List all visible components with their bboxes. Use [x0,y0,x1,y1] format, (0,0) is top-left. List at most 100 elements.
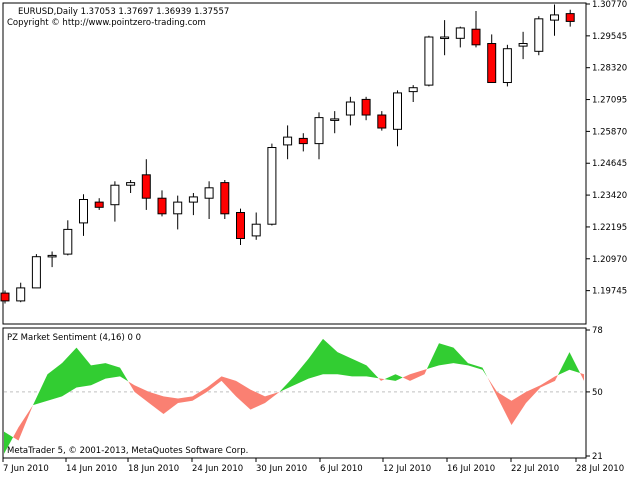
candle [47,251,57,268]
price-tick-label: 1.23420 [592,191,627,201]
sentiment-area-down [250,389,265,410]
candle-body-bull [188,196,198,203]
time-tick-label: 14 Jun 2010 [66,464,117,474]
candle [502,44,512,87]
candle [361,96,371,121]
time-tick-label: 16 Jul 2010 [447,464,495,474]
candle-body-bull [534,18,544,52]
time-tick-label: 12 Jul 2010 [383,464,431,474]
price-tick-label: 1.25870 [592,127,627,137]
symbol-info: EURUSD,Daily 1.37053 1.37697 1.36939 1.3… [18,7,229,17]
sentiment-area-down [497,391,512,426]
price-tick-label: 1.27095 [592,96,627,106]
candle [471,11,481,48]
candle [236,208,245,246]
sentiment-area-down [402,374,410,381]
candle-body-bull [79,199,88,224]
candle [377,111,387,131]
candle-body-bear [220,182,230,215]
indicator-tick-label: 21 [592,452,603,462]
candle [31,254,41,289]
indicator-title: PZ Market Sentiment (4,16) 0 0 [7,333,141,343]
candle-body-bull [31,256,41,289]
candle [63,220,73,256]
candle-body-bear [377,114,387,129]
sentiment-area-up [76,347,91,388]
sentiment-area-up [62,347,77,397]
candle-body-bear [94,201,104,208]
time-tick-label: 24 Jun 2010 [192,464,243,474]
price-tick-label: 1.20970 [592,255,627,265]
indicator-tick-label: 50 [592,388,603,398]
candle-body-bull [440,36,450,40]
candle [487,34,497,84]
sentiment-area-up [47,363,62,401]
candle-body-bull [550,14,559,21]
candle-body-bull [518,43,528,47]
candle [188,193,198,216]
candle [16,282,26,303]
candle-body-bull [110,184,120,206]
candle [141,159,151,210]
sentiment-area-down [207,376,222,392]
candle [220,180,230,220]
candle [251,212,261,240]
sentiment-area-down [526,385,541,403]
indicator-tick-label: 78 [592,326,603,336]
candle [393,90,402,147]
sentiment-area-up [337,352,352,377]
candle-body-bear [298,137,308,145]
candles-layer [0,4,575,304]
sentiment-area-down [192,387,207,401]
sentiment-area-down [265,391,280,403]
candle-body-bull [47,254,57,258]
sentiment-area-up [294,358,309,386]
candle [204,181,214,220]
candle [298,133,308,152]
sentiment-area-up [105,363,120,379]
sentiment-area-down [378,378,381,381]
candle-body-bull [330,118,340,121]
price-tick-label: 1.22195 [592,223,627,233]
candle-body-bear [141,174,151,199]
sentiment-area-down [134,385,149,403]
candle-body-bear [361,98,371,116]
indicator-axis: 78 50 21 [4,326,603,462]
candle [518,31,528,60]
sentiment-area-up [482,367,488,378]
candle [0,290,10,304]
candle-body-bear [236,212,245,240]
candle [267,143,277,226]
time-tick-label: 7 Jun 2010 [3,464,49,474]
candle [314,112,324,160]
sentiment-area-down [410,369,425,381]
sentiment-area-up [569,352,581,374]
sentiment-area-up [323,338,338,375]
sentiment-area-up [453,347,468,366]
candle [157,190,167,217]
sentiment-area-down [487,377,497,397]
sentiment-area-down [18,405,33,441]
candle [424,35,434,87]
sentiment-area-up [557,352,570,376]
sentiment-area-down [555,375,558,381]
time-tick-label: 6 Jul 2010 [320,464,363,474]
candle-body-bull [63,228,73,255]
candle-body-bear [471,28,481,46]
candle-body-bull [408,87,418,93]
copyright-text: Copyright © http://www.pointzero-trading… [7,18,206,28]
price-tick-label: 1.29545 [592,32,627,42]
sentiment-area-down [236,380,251,410]
sentiment-area-up [33,374,48,406]
sentiment-area-down [13,427,19,441]
candle [565,9,575,27]
sentiment-area-down [381,378,385,381]
indicator-panel[interactable] [2,327,587,459]
price-panel[interactable] [2,2,587,325]
sentiment-area-down [424,369,427,375]
time-tick-label: 28 Jul 2010 [576,464,624,474]
candle-body-bull [173,201,183,215]
candle [455,26,465,48]
